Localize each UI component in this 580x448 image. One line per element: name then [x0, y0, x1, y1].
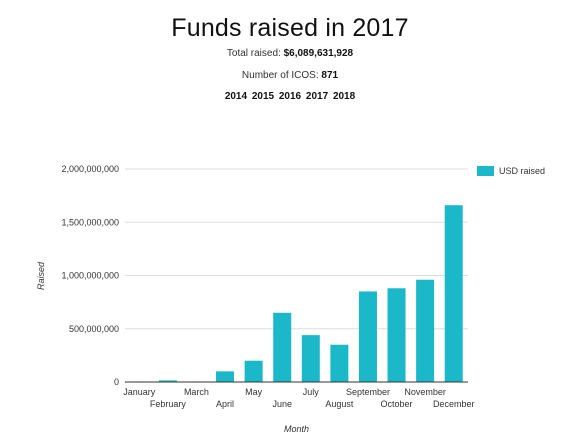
chart-title: Funds raised in 2017 [171, 14, 409, 42]
year-link-2018[interactable]: 2018 [332, 91, 356, 102]
year-link-2014[interactable]: 2014 [224, 91, 248, 102]
y-tick-label: 1,000,000,000 [61, 271, 119, 281]
x-tick-label: August [325, 399, 354, 409]
x-tick-label: December [433, 399, 475, 409]
total-raised-line: Total raised: $6,089,631,928 [0, 48, 580, 59]
bar-december[interactable] [444, 205, 463, 382]
y-tick-label: 2,000,000,000 [61, 164, 119, 174]
x-tick-label: July [303, 387, 320, 397]
icos-count-line: Number of ICOS: 871 [0, 70, 580, 81]
bar-april[interactable] [216, 371, 235, 382]
legend-label: USD raised [499, 166, 545, 176]
year-link-2017[interactable]: 2017 [305, 91, 329, 102]
x-tick-label: May [245, 387, 263, 397]
bar-october[interactable] [387, 288, 406, 382]
x-tick-label: June [272, 399, 292, 409]
bar-july[interactable] [301, 335, 320, 382]
bar-may[interactable] [244, 360, 263, 382]
icos-count-value: 871 [321, 70, 339, 81]
bar-november[interactable] [416, 279, 435, 382]
legend-swatch [477, 166, 494, 176]
x-tick-label: January [123, 387, 156, 397]
year-link-2015[interactable]: 2015 [251, 91, 275, 102]
y-tick-label: 500,000,000 [69, 324, 119, 334]
bar-august[interactable] [330, 344, 349, 382]
bar-september[interactable] [358, 291, 377, 382]
x-tick-label: March [184, 387, 209, 397]
x-tick-label: September [346, 387, 390, 397]
y-axis-title: Raised [36, 261, 46, 290]
x-tick-label: October [381, 399, 413, 409]
icos-count-label: Number of ICOS: [241, 70, 319, 81]
x-axis-title: Month [284, 424, 309, 434]
x-tick-label: November [404, 387, 446, 397]
x-tick-label: February [150, 399, 187, 409]
bar-february[interactable] [158, 380, 177, 382]
y-tick-label: 1,500,000,000 [61, 217, 119, 227]
total-raised-label: Total raised: [226, 48, 281, 59]
year-selector: 2014 2015 2016 2017 2018 [0, 91, 580, 102]
y-tick-label: 0 [114, 377, 119, 387]
total-raised-value: $6,089,631,928 [283, 48, 354, 59]
bar-june[interactable] [273, 312, 292, 382]
year-link-2016[interactable]: 2016 [278, 91, 302, 102]
x-tick-label: April [216, 399, 234, 409]
